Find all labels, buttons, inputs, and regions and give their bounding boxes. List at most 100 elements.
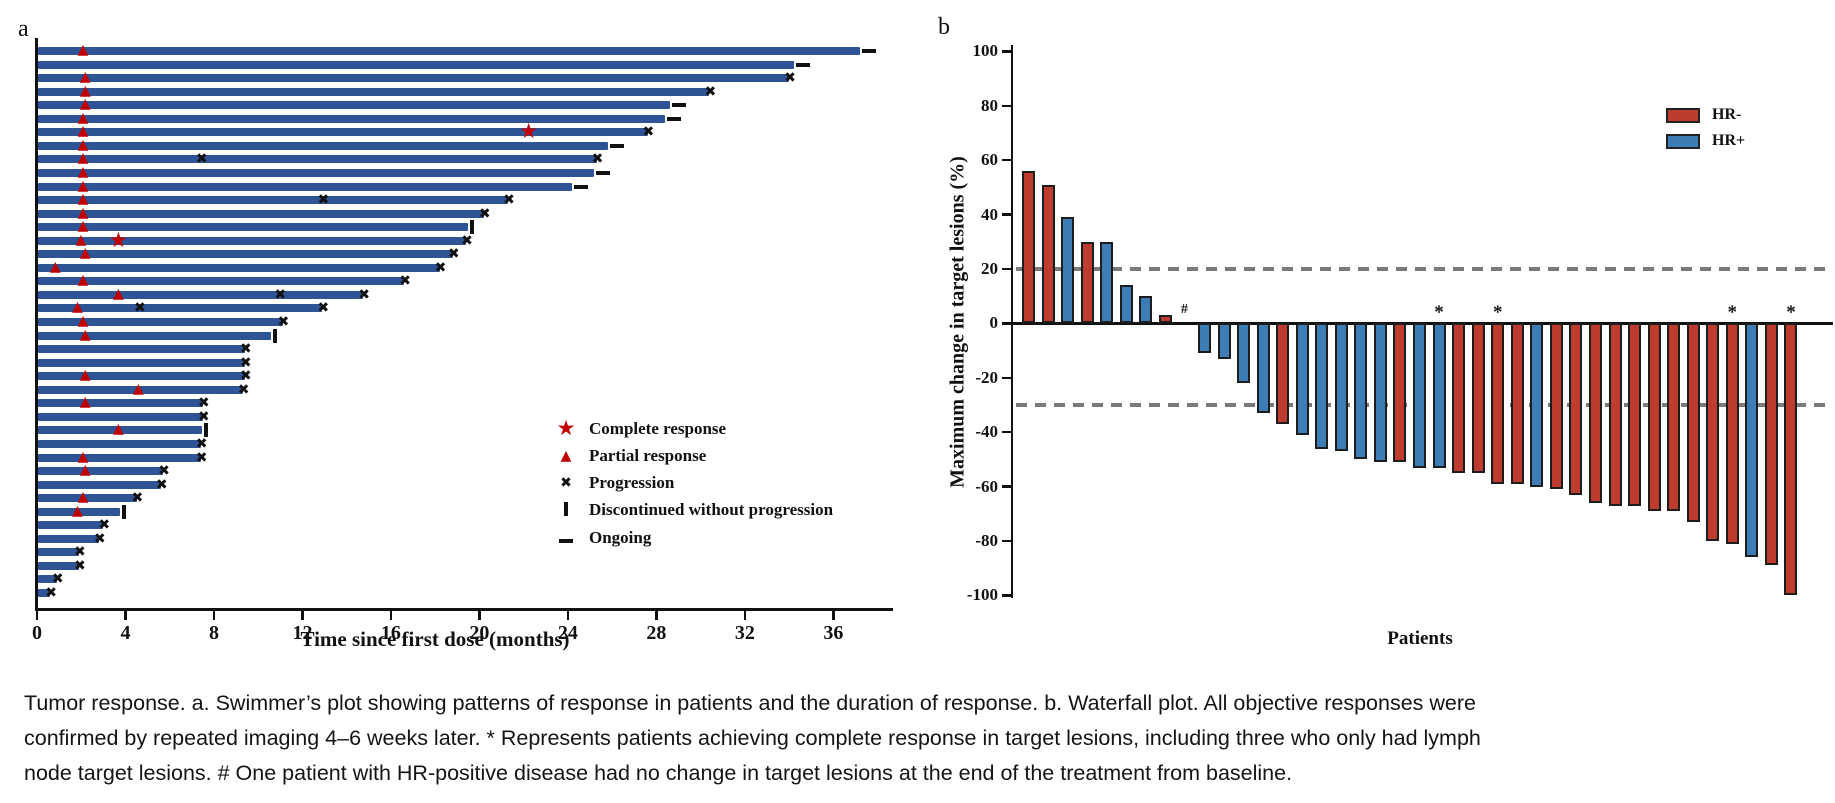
- legend-item-complete-response: ★ Complete response: [556, 416, 727, 440]
- swimmer-bar: [38, 399, 203, 408]
- partial-response-triangle-icon: ▲: [50, 258, 61, 275]
- figure-caption: Tumor response. a. Swimmer’s plot showin…: [24, 686, 1826, 791]
- partial-response-triangle-icon: ▲: [77, 109, 89, 126]
- waterfall-bar: [1373, 323, 1387, 463]
- partial-response-triangle-icon: ▲: [79, 394, 91, 411]
- progression-x-icon: ✖: [642, 124, 655, 141]
- progression-x-icon: ✖: [155, 476, 168, 493]
- swimmer-x-axis: [35, 608, 893, 611]
- partial-response-triangle-icon: ▲: [77, 123, 89, 140]
- progression-x-icon: ✖: [195, 449, 208, 466]
- partial-response-triangle-icon: ▲: [113, 421, 124, 438]
- waterfall-bar: [1256, 323, 1270, 414]
- swimmer-bar: [38, 521, 104, 530]
- waterfall-bar: [1491, 323, 1505, 484]
- swimmer-bar: [38, 290, 364, 299]
- caption-line: Tumor response. a. Swimmer’s plot showin…: [24, 691, 1477, 715]
- waterfall-bar: [1413, 323, 1426, 468]
- swimmer-bar: [38, 494, 137, 503]
- waterfall-bar: [1334, 323, 1348, 452]
- waterfall-bar: [1022, 171, 1035, 324]
- triangle-icon: ▲: [560, 448, 572, 464]
- waterfall-y-tick: [1002, 539, 1011, 543]
- star-icon: ★: [556, 416, 576, 440]
- partial-response-triangle-icon: ▲: [77, 42, 89, 58]
- progression-x-icon: ✖: [93, 530, 106, 547]
- ongoing-dash-icon: [609, 143, 624, 148]
- swimmer-y-axis: [35, 38, 38, 610]
- progression-x-icon: ✖: [239, 341, 252, 358]
- waterfall-y-tick-label: -40: [975, 422, 998, 442]
- complete-response-asterisk: *: [1492, 302, 1503, 323]
- swimmer-bar: [38, 453, 201, 462]
- progression-x-icon: ✖: [197, 408, 210, 425]
- swimmer-bar: [38, 318, 283, 326]
- progression-x-icon: ✖: [133, 300, 146, 317]
- ongoing-dash-icon: [596, 170, 611, 175]
- swimmer-x-tick: [212, 610, 216, 620]
- waterfall-bar: [1432, 323, 1446, 468]
- swimmer-bar: [38, 47, 860, 55]
- vertical-bar-icon: [556, 501, 576, 519]
- swimmer-bar: [38, 385, 243, 394]
- waterfall-bar: [1237, 323, 1251, 384]
- swimmer-bar: [38, 467, 164, 476]
- swimmer-bar: [38, 439, 201, 448]
- waterfall-bar: [1354, 323, 1368, 460]
- partial-response-triangle-icon: ▲: [77, 150, 89, 167]
- progression-x-icon: ✖: [434, 259, 447, 276]
- waterfall-y-tick: [1002, 376, 1011, 380]
- legend-label: Progression: [589, 473, 675, 492]
- swimmer-x-tick: [124, 610, 127, 620]
- partial-response-triangle-icon: ▲: [75, 231, 87, 248]
- progression-x-icon: ✖: [197, 395, 210, 412]
- waterfall-bar: [1784, 323, 1798, 596]
- swimmer-x-tick-label: 4: [120, 622, 131, 644]
- waterfall-x-axis-title: Patients: [1387, 628, 1453, 649]
- swimmer-x-tick-label: 16: [380, 622, 401, 644]
- waterfall-bar: [1315, 323, 1329, 449]
- progression-x-icon: ✖: [237, 381, 250, 398]
- swimmer-x-tick-label: 12: [292, 622, 313, 644]
- ongoing-dash-icon: [671, 103, 686, 108]
- progression-x-icon: ✖: [195, 151, 208, 168]
- swimmer-bar: [38, 74, 790, 83]
- swimmer-x-tick: [655, 610, 658, 620]
- swimmer-bar: [38, 277, 405, 286]
- progression-x-icon: ✖: [74, 557, 86, 574]
- swimmer-x-tick-label: 8: [208, 622, 219, 644]
- waterfall-bar: [1295, 323, 1309, 435]
- swimmer-bar: [38, 128, 648, 137]
- waterfall-bar: [1197, 323, 1211, 354]
- complete-response-asterisk: *: [1786, 302, 1796, 323]
- ongoing-dash-icon: [667, 116, 682, 121]
- legend-label: Discontinued without progression: [589, 500, 834, 519]
- swimmer-bar: [38, 304, 323, 313]
- progression-x-icon: ✖: [317, 300, 330, 317]
- waterfall-y-tick: [1002, 213, 1011, 216]
- swimmer-bar: [38, 223, 469, 232]
- legend-label: Ongoing: [589, 528, 652, 547]
- progression-x-icon: ✖: [447, 246, 460, 263]
- partial-response-triangle-icon: ▲: [79, 69, 91, 86]
- complete-response-star-icon: ★: [519, 119, 539, 144]
- progression-x-icon: ✖: [784, 70, 796, 87]
- partial-response-triangle-icon: ▲: [77, 448, 89, 465]
- swimmer-bar: [38, 548, 80, 557]
- waterfall-y-tick-label: 40: [981, 204, 998, 224]
- complete-response-star-icon: ★: [108, 227, 128, 252]
- swimmer-bar: [38, 196, 509, 205]
- swimmer-x-tick-label: 32: [734, 622, 755, 644]
- waterfall-bar: [1471, 323, 1485, 473]
- waterfall-y-tick: [1002, 104, 1011, 108]
- waterfall-y-tick-label: 20: [981, 259, 998, 278]
- panel-b-label: b: [938, 14, 950, 40]
- progression-x-icon: ✖: [131, 490, 144, 507]
- legend-item-progression: ✖ Progression: [556, 473, 674, 493]
- waterfall-bar: [1706, 323, 1720, 541]
- discontinued-bar-icon: [470, 220, 475, 235]
- legend-label: HR+: [1712, 132, 1746, 149]
- waterfall-y-tick-label: -80: [975, 531, 998, 550]
- swimmer-x-tick-label: 28: [646, 622, 667, 644]
- waterfall-bar: [1628, 323, 1642, 506]
